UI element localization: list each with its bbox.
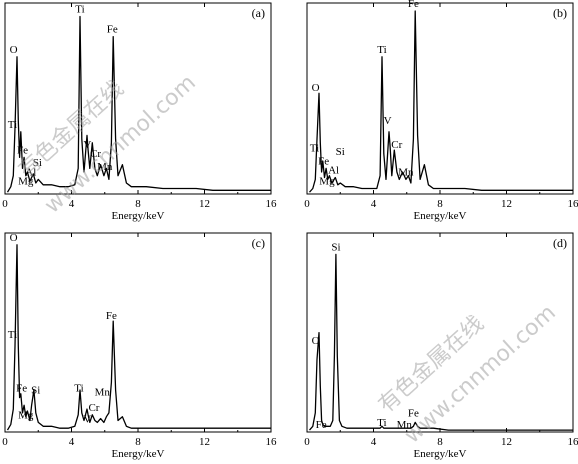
x-tick-label: 4 <box>371 198 377 210</box>
x-tick-label: 4 <box>69 198 75 210</box>
peak-label-al: Al <box>25 166 36 178</box>
plot-frame <box>4 232 272 433</box>
x-axis-label: Energy/keV <box>112 210 165 222</box>
x-tick-label: 16 <box>266 436 278 448</box>
peak-label-cr: Cr <box>90 148 101 160</box>
peak-label-o: O <box>10 232 18 244</box>
x-tick-label: 8 <box>135 198 141 210</box>
peak-label-o: O <box>312 82 320 94</box>
x-tick-label: 12 <box>501 436 512 448</box>
peak-label-fe: Fe <box>316 419 327 431</box>
spectrum-line <box>6 244 271 431</box>
x-tick-label: 0 <box>304 436 310 448</box>
x-tick-label: 12 <box>199 198 210 210</box>
peak-label-mn: Mn <box>397 419 413 431</box>
spectrum-line <box>309 253 573 431</box>
x-tick-label: 0 <box>2 198 8 210</box>
peak-label-ti: Ti <box>377 44 386 56</box>
chart-panel-c: 0 4 8 12 16 Energy/keV (c) O Ti Fe Si Mg Ti Fe VCr Mn <box>2 232 277 460</box>
x-tick-label: 16 <box>568 436 578 448</box>
peak-label-ti: Ti <box>74 383 83 395</box>
peak-label-fe: Fe <box>318 155 329 167</box>
peak-label-mg: Mg <box>18 409 34 421</box>
x-axis-label: Energy/keV <box>414 448 467 460</box>
peak-label-fe: Fe <box>16 383 27 395</box>
peak-label-fe: Fe <box>408 408 419 420</box>
peak-label-si: Si <box>331 241 340 253</box>
peak-label-ti: Ti <box>377 417 386 429</box>
x-tick-label: 16 <box>266 198 278 210</box>
peak-label-ti: Ti <box>310 143 319 155</box>
peak-label-o: O <box>10 44 18 56</box>
peak-label-cr: Cr <box>391 139 402 151</box>
peak-label-fe: Fe <box>408 0 419 10</box>
plot-frame <box>306 232 574 433</box>
peak-label-si: Si <box>336 146 345 158</box>
peak-label-ti: Ti <box>75 3 84 15</box>
peak-label-fe: Fe <box>106 310 117 322</box>
peak-label-cr: Cr <box>88 402 99 414</box>
peak-label-mg: Mg <box>319 176 335 188</box>
peak-label-v: V <box>83 413 91 425</box>
plot-frame <box>4 2 272 195</box>
peak-label-fe: Fe <box>17 144 28 156</box>
peak-label-v: V <box>384 115 392 127</box>
peak-label-mg: Mg <box>18 176 34 188</box>
peak-label-v: V <box>83 139 91 151</box>
panel-label: (d) <box>553 236 567 250</box>
x-tick-label: 0 <box>304 198 310 210</box>
peak-label-o: O <box>312 335 320 347</box>
spectrum-line <box>6 15 271 193</box>
peak-label-mn: Mn <box>95 387 111 399</box>
x-tick-label: 4 <box>69 436 75 448</box>
peak-label-ti: Ti <box>8 329 17 341</box>
peak-label-mn: Mn <box>398 166 414 178</box>
panel-label: (b) <box>553 6 567 20</box>
x-tick-label: 4 <box>371 436 377 448</box>
x-tick-label: 12 <box>501 198 512 210</box>
x-tick-label: 8 <box>135 436 141 448</box>
x-tick-label: 8 <box>437 436 443 448</box>
x-axis-label: Energy/keV <box>414 210 467 222</box>
panel-label: (a) <box>252 6 265 20</box>
peak-label-si: Si <box>33 157 42 169</box>
x-tick-label: 8 <box>437 198 443 210</box>
x-tick-label: 0 <box>2 436 8 448</box>
x-axis-label: Energy/keV <box>112 448 165 460</box>
spectrum-line <box>309 10 573 193</box>
peak-label-ti: Ti <box>8 119 17 131</box>
peak-label-fe: Fe <box>107 24 118 36</box>
panel-label: (c) <box>252 236 265 250</box>
peak-label-mn: Mn <box>97 161 113 173</box>
peak-label-si: Si <box>31 385 40 397</box>
peak-label-al: Al <box>328 165 339 177</box>
plot-frame <box>306 2 574 195</box>
x-tick-label: 16 <box>568 198 578 210</box>
x-tick-label: 12 <box>199 436 210 448</box>
